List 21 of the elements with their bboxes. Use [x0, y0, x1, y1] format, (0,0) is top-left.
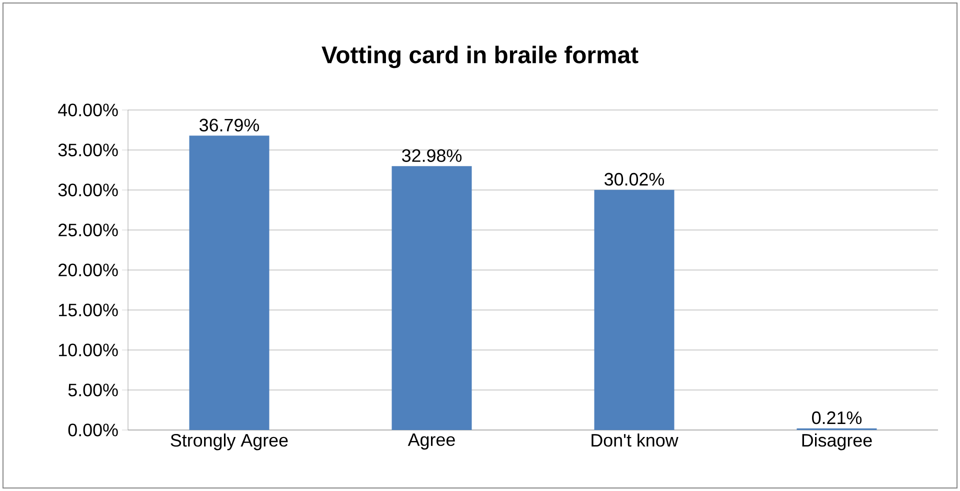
- y-tick-label: 20.00%: [58, 264, 118, 276]
- y-tick-label: 15.00%: [59, 304, 118, 316]
- y-tick-label: 0.00%: [68, 424, 118, 436]
- data-label: 36.79%: [200, 118, 260, 132]
- y-tick-label: 25.00%: [58, 224, 118, 236]
- y-tick-label: 35.00%: [58, 144, 118, 156]
- bar: [189, 136, 270, 430]
- x-tick-label: Agree: [408, 434, 455, 450]
- y-tick-label: 5.00%: [68, 384, 118, 396]
- data-label: 0.21%: [812, 411, 862, 424]
- chart-title: Votting card in braile format: [322, 46, 638, 68]
- data-label: 30.02%: [604, 172, 664, 186]
- y-tick-label: 30.00%: [58, 184, 118, 196]
- x-tick-label: Don't know: [592, 434, 678, 447]
- bar: [594, 190, 674, 430]
- bar: [392, 166, 472, 430]
- y-tick-label: 10.00%: [59, 344, 118, 356]
- data-label: 32.98%: [402, 149, 462, 162]
- y-tick-label: 40.00%: [58, 104, 118, 116]
- x-tick-label: Strongly Agree: [170, 434, 288, 450]
- x-tick-label: Disagree: [802, 434, 872, 450]
